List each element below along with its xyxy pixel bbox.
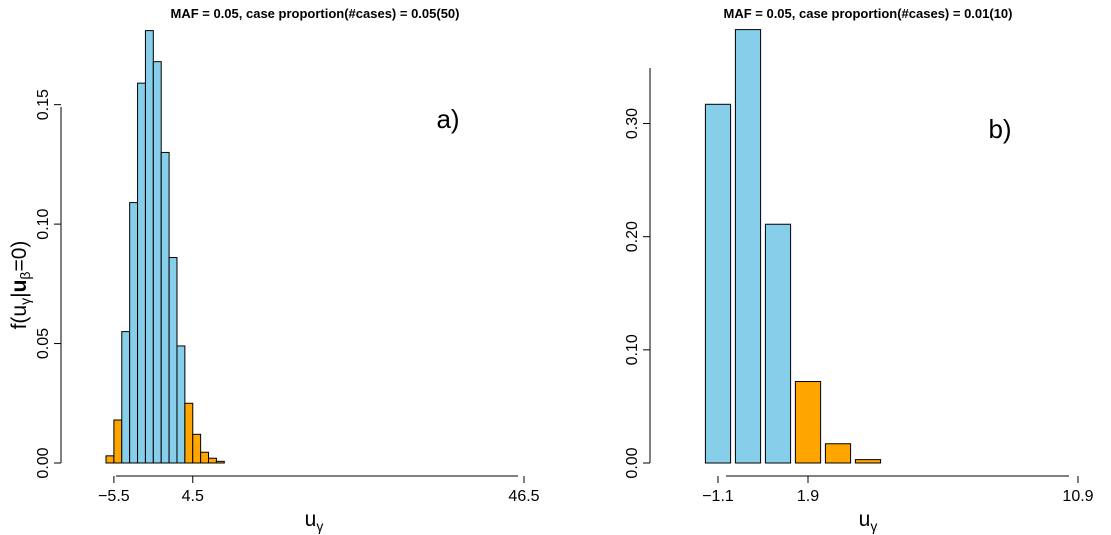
panel-b: MAF = 0.05, case proportion(#cases) = 0.… [624, 6, 1094, 534]
panel-a-x-ticks: −5.5 4.5 46.5 [98, 476, 540, 505]
panel-b-bar-null [764, 223, 792, 464]
panel-b-bar-tail [854, 459, 882, 464]
panel-a-bar-tail [105, 455, 115, 464]
panel-a-bar-tail [184, 402, 194, 464]
panel-a-title: MAF = 0.05, case proportion(#cases) = 0.… [170, 6, 459, 21]
panel-b-y-tick-label: 0.10 [624, 334, 641, 365]
panel-a-bar-null [129, 202, 139, 464]
panel-b-y-tick-label: 0.00 [624, 447, 641, 478]
panel-a-bar-tail [208, 457, 217, 464]
panel-a-x-axis-label: uγ [305, 508, 324, 534]
panel-a-bar-null [168, 257, 178, 464]
panel-b-label: b) [988, 114, 1011, 144]
panel-b-x-axis-label: uγ [859, 508, 878, 534]
panel-a-bar-null [176, 345, 186, 464]
panel-a-bar-null [137, 82, 146, 464]
panel-b-bar-tail [824, 443, 852, 464]
panel-b-y-tick-label: 0.20 [624, 221, 641, 252]
panel-a-x-tick-label: −5.5 [98, 488, 130, 505]
panel-a-y-tick-label: 0.05 [35, 328, 52, 359]
panel-b-title: MAF = 0.05, case proportion(#cases) = 0.… [723, 6, 1012, 21]
panel-a-bar-tail [215, 460, 225, 464]
panel-a-y-tick-label: 0.00 [35, 447, 52, 478]
panel-a-bar-tail [113, 419, 123, 464]
panel-a-bar-null [152, 61, 162, 464]
panel-b-bar-null [734, 29, 762, 464]
panel-b-y-ticks: 0.00 0.10 0.20 0.30 [624, 108, 650, 479]
panel-b-x-tick-label: 1.9 [797, 488, 819, 505]
panel-b-x-tick-label: 10.9 [1062, 488, 1093, 505]
panel-a-x-tick-label: 4.5 [182, 488, 204, 505]
panel-a-y-axis-label: f(uγ|uβ=0) [8, 241, 33, 330]
panel-a-y-tick-label: 0.15 [35, 89, 52, 120]
panel-a-label: a) [436, 104, 459, 134]
panel-a-bar-tail [192, 433, 202, 464]
panel-b-x-ticks: −1.1 1.9 10.9 [702, 476, 1094, 505]
panel-b-bar-tail [794, 381, 822, 464]
panel-b-x-tick-label: −1.1 [702, 488, 734, 505]
panel-a-bars [105, 30, 225, 464]
panel-a-x-tick-label: 46.5 [508, 488, 539, 505]
panel-a-y-tick-label: 0.10 [35, 208, 52, 239]
panel-a: MAF = 0.05, case proportion(#cases) = 0.… [8, 6, 540, 534]
panel-b-bars [704, 29, 882, 464]
panel-a-bar-tail [200, 451, 210, 464]
panel-a-bar-null [121, 331, 131, 464]
panel-b-bar-null [704, 103, 732, 464]
panel-a-bar-null [144, 30, 154, 464]
panel-a-y-ticks: 0.00 0.05 0.10 0.15 [35, 89, 61, 479]
panel-b-y-tick-label: 0.30 [624, 108, 641, 139]
panel-a-bar-null [160, 151, 170, 464]
